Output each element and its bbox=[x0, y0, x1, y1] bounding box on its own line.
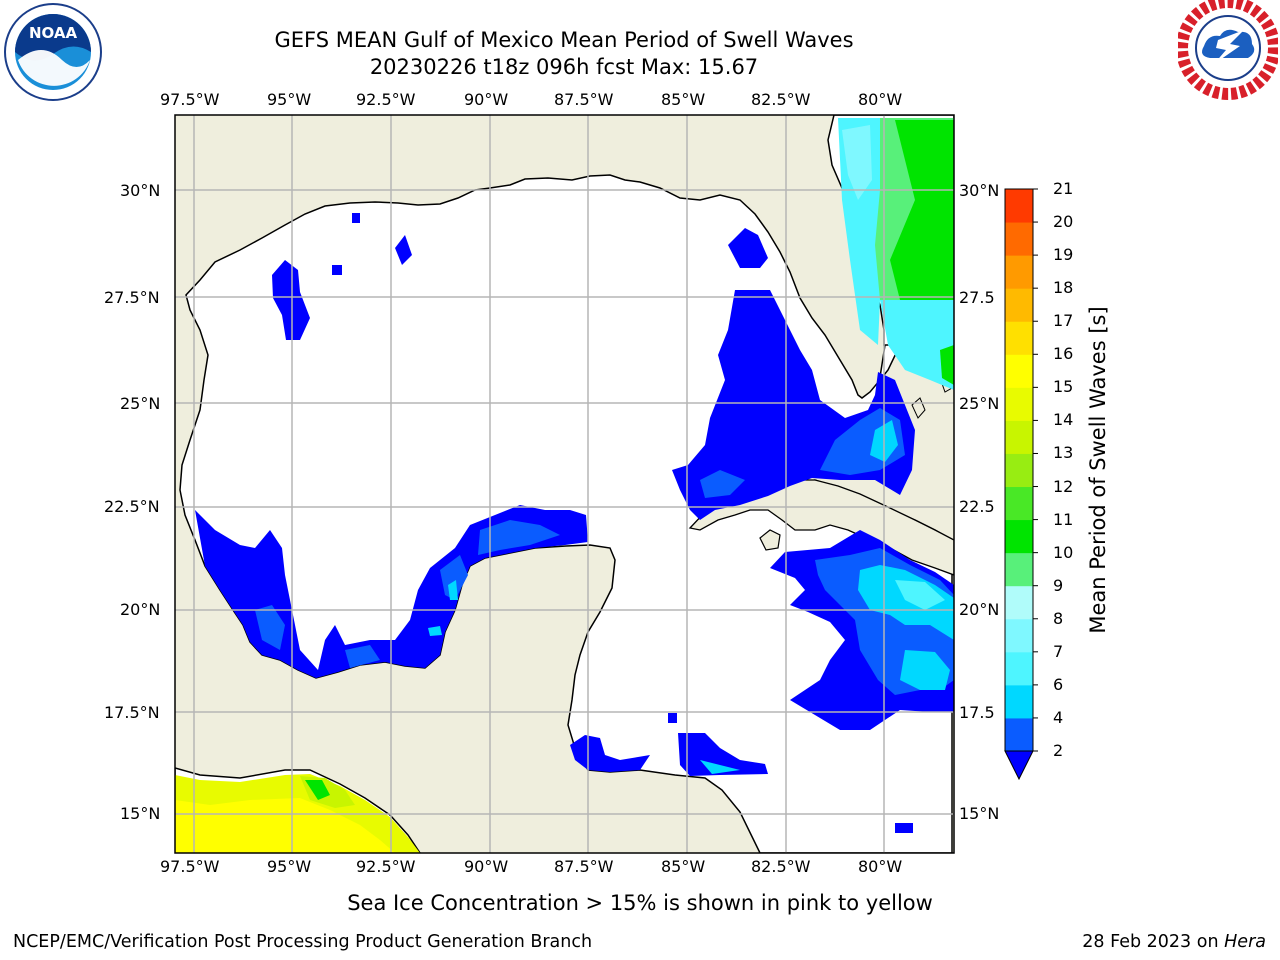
colorbar-tick-label: 17 bbox=[1053, 311, 1074, 331]
map-frame bbox=[174, 114, 955, 854]
colorbar-under-arrow bbox=[1004, 750, 1034, 781]
lat-label-left: 17.5°N bbox=[104, 703, 160, 722]
sea-ice-note: Sea Ice Concentration > 15% is shown in … bbox=[347, 891, 933, 915]
lat-label-left: 30°N bbox=[120, 181, 161, 200]
lon-label-bottom: 97.5°W bbox=[160, 857, 220, 876]
colorbar-segment bbox=[1005, 651, 1033, 686]
colorbar-segment bbox=[1005, 717, 1033, 752]
colorbar-tick-label: 15 bbox=[1053, 377, 1074, 397]
lon-label-bottom: 95°W bbox=[267, 857, 312, 876]
colorbar-tick-label: 20 bbox=[1053, 212, 1074, 232]
colorbar-segment bbox=[1005, 321, 1033, 355]
colorbar-segment bbox=[1005, 585, 1033, 620]
map-title: GEFS MEAN Gulf of Mexico Mean Period of … bbox=[274, 28, 854, 52]
lon-label-top: 80°W bbox=[858, 90, 903, 109]
colorbar-segment bbox=[1005, 552, 1033, 587]
colorbar-segment bbox=[1005, 519, 1033, 554]
colorbar-tick-label: 4 bbox=[1053, 707, 1064, 727]
colorbar-segment bbox=[1005, 255, 1033, 289]
graticule bbox=[175, 115, 954, 853]
lon-label-bottom: 90°W bbox=[464, 857, 509, 876]
lon-label-top: 95°W bbox=[267, 90, 312, 109]
colorbar-tick-label: 11 bbox=[1053, 509, 1074, 529]
lat-label-left: 20°N bbox=[120, 600, 161, 619]
noaa-logo-text: NOAA bbox=[29, 24, 78, 42]
colorbar bbox=[1004, 188, 1038, 781]
colorbar-segment bbox=[1005, 288, 1033, 322]
colorbar-tick-label: 19 bbox=[1053, 245, 1074, 265]
colorbar-tick-label: 14 bbox=[1053, 410, 1074, 430]
lon-label-top: 97.5°W bbox=[160, 90, 220, 109]
colorbar-segment bbox=[1005, 486, 1033, 521]
lat-label-right: 30°N bbox=[959, 181, 1000, 200]
map-subtitle: 20230226 t18z 096h fcst Max: 15.67 bbox=[369, 55, 759, 79]
isle-of-youth bbox=[759, 529, 781, 551]
colorbar-tick-label: 9 bbox=[1053, 575, 1064, 595]
lon-label-top: 87.5°W bbox=[554, 90, 614, 109]
lon-label-top: 82.5°W bbox=[751, 90, 811, 109]
branch-credit: NCEP/EMC/Verification Post Processing Pr… bbox=[13, 932, 593, 952]
lat-label-left: 27.5°N bbox=[104, 288, 160, 307]
lat-label-right: 22.5 bbox=[959, 497, 995, 516]
colorbar-segment bbox=[1005, 453, 1033, 488]
colorbar-segment bbox=[1005, 684, 1033, 719]
lon-label-top: 92.5°W bbox=[356, 90, 416, 109]
colorbar-tick-label: 8 bbox=[1053, 608, 1064, 628]
colorbar-tick-label: 21 bbox=[1053, 179, 1074, 198]
lon-label-bottom: 85°W bbox=[661, 857, 706, 876]
colorbar-segment bbox=[1005, 387, 1033, 421]
colorbar-tick-label: 10 bbox=[1053, 542, 1074, 562]
colorbar-frame bbox=[1004, 188, 1034, 752]
lon-label-top: 85°W bbox=[661, 90, 706, 109]
lon-label-top: 90°W bbox=[464, 90, 509, 109]
lat-label-right: 15°N bbox=[959, 804, 1000, 823]
lat-label-left: 25°N bbox=[120, 394, 161, 413]
colorbar-tick-labels: 2 4 6 7 8 9 10 11 12 13 14 15 16 17 18 19 20 21 bbox=[1038, 140, 1158, 760]
noaa-logo: NOAA bbox=[4, 3, 102, 101]
colorbar-segment bbox=[1005, 222, 1033, 256]
date-text: 28 Feb 2023 on bbox=[1082, 932, 1219, 952]
lat-label-right: 17.5 bbox=[959, 703, 995, 722]
machine-name: Hera bbox=[1224, 932, 1266, 952]
colorbar-tick-label: 12 bbox=[1053, 476, 1074, 496]
lat-label-left: 22.5°N bbox=[104, 497, 160, 516]
colorbar-segment bbox=[1005, 189, 1033, 223]
colorbar-tick-label: 18 bbox=[1053, 278, 1074, 298]
colorbar-segment bbox=[1005, 354, 1033, 388]
date-credit: 28 Feb 2023 on Hera bbox=[1082, 932, 1266, 952]
colorbar-label: Mean Period of Swell Waves [s] bbox=[1086, 306, 1110, 634]
colorbar-segment bbox=[1005, 618, 1033, 653]
lon-label-bottom: 92.5°W bbox=[356, 857, 416, 876]
colorbar-segment bbox=[1005, 420, 1033, 454]
lon-label-bottom: 80°W bbox=[858, 857, 903, 876]
lat-label-right: 25°N bbox=[959, 394, 1000, 413]
colorbar-tick-label: 2 bbox=[1053, 741, 1064, 760]
colorbar-tick-label: 6 bbox=[1053, 674, 1064, 694]
lon-label-bottom: 87.5°W bbox=[554, 857, 614, 876]
lon-label-bottom: 82.5°W bbox=[751, 857, 811, 876]
colorbar-tick-label: 7 bbox=[1053, 641, 1064, 661]
colorbar-tick-label: 16 bbox=[1053, 344, 1074, 364]
colorbar-tick-label: 13 bbox=[1053, 443, 1074, 463]
nws-logo bbox=[1178, 0, 1278, 100]
lat-label-left: 15°N bbox=[120, 804, 161, 823]
lat-label-right: 20°N bbox=[959, 600, 1000, 619]
lat-label-right: 27.5 bbox=[959, 288, 995, 307]
